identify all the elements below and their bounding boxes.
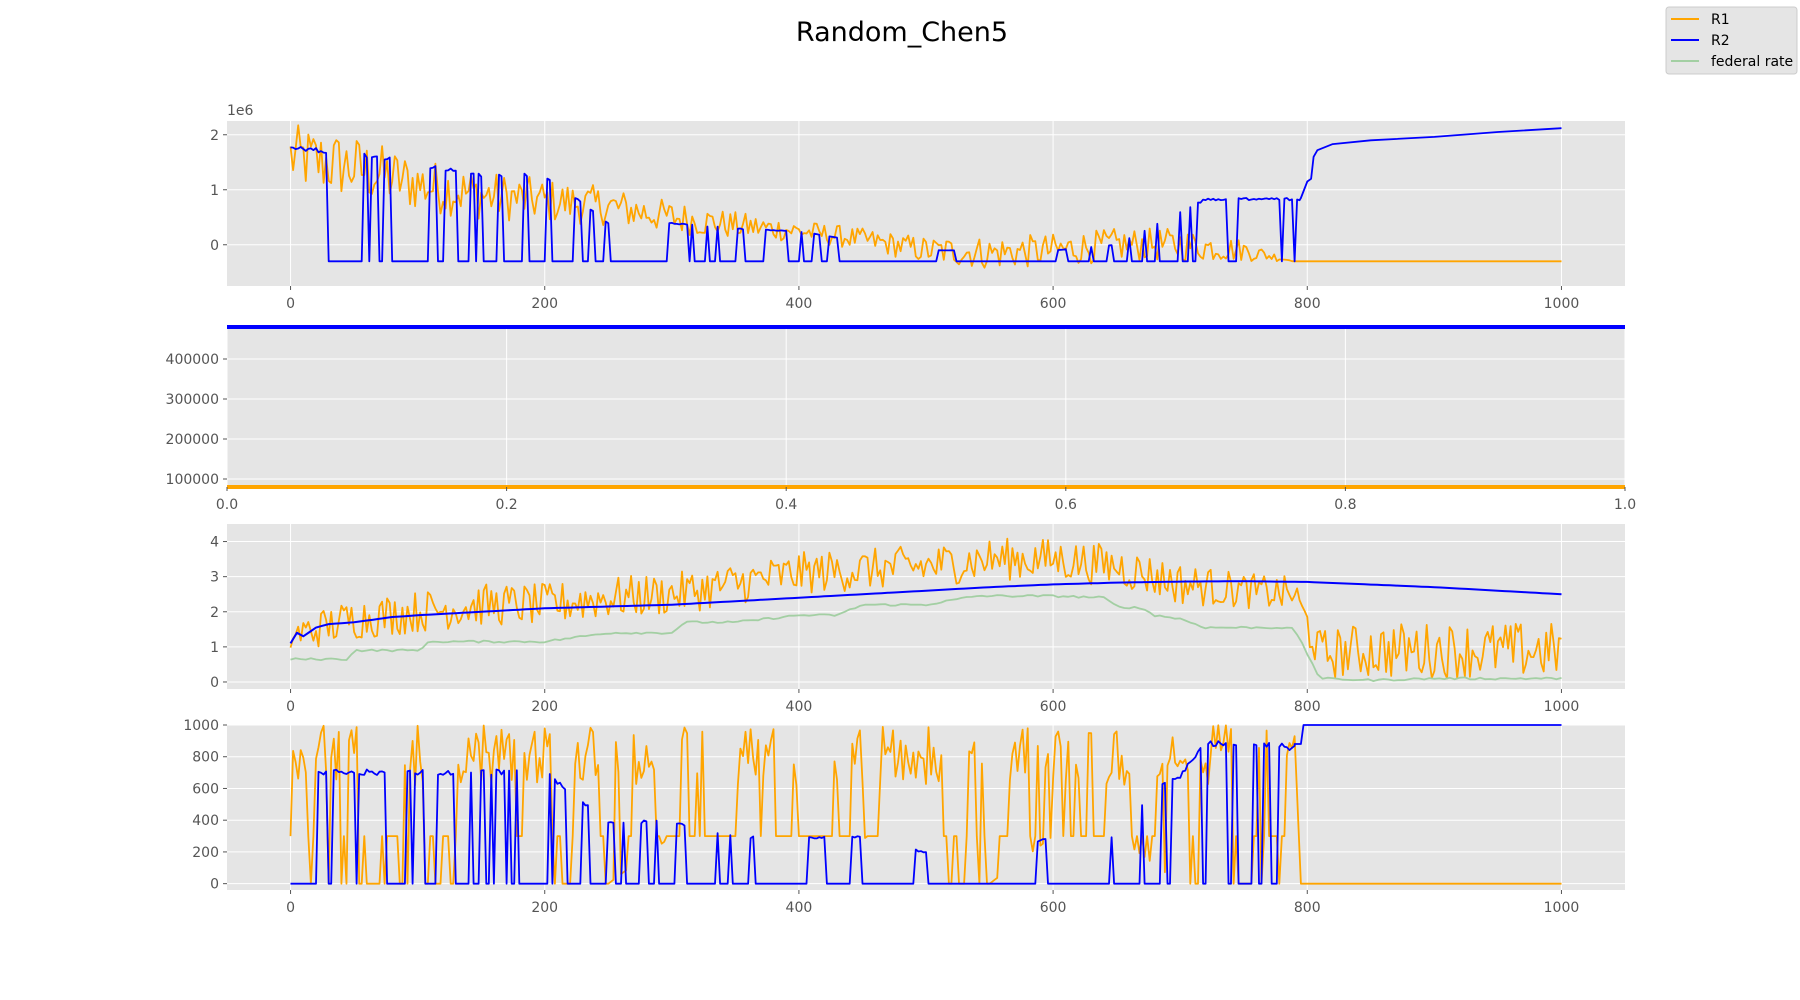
plot-area xyxy=(227,524,1625,689)
x-tick-label: 800 xyxy=(1294,296,1321,312)
figure-title: Random_Chen5 xyxy=(796,17,1008,48)
y-tick-label: 0 xyxy=(210,877,219,893)
y-tick-label: 400 xyxy=(192,813,219,829)
series-layer xyxy=(227,325,1625,489)
x-tick-label: 200 xyxy=(531,296,558,312)
y-tick-label: 2 xyxy=(210,128,219,144)
series-layer xyxy=(289,124,1562,269)
y-tick-label: 400000 xyxy=(166,352,219,368)
legend-label-r2: R2 xyxy=(1711,33,1730,49)
x-tick-label: 200 xyxy=(531,699,558,715)
series-line-r2 xyxy=(289,580,1562,644)
legend-label-r1: R1 xyxy=(1711,12,1730,28)
subplot-3: 0 200 400 600 800 1000 0 1 2 3 4 xyxy=(210,524,1625,715)
x-tick-label: 0 xyxy=(286,296,295,312)
y-tick-label: 1 xyxy=(210,640,219,656)
x-tick-label: 0 xyxy=(286,900,295,916)
x-tick-label: 1000 xyxy=(1544,699,1580,715)
x-tick-label: 400 xyxy=(786,296,813,312)
x-tick-label: 800 xyxy=(1294,699,1321,715)
y-tick-label: 1 xyxy=(210,183,219,199)
y-offset-text: 1e6 xyxy=(227,103,254,119)
x-tick-label: 0.2 xyxy=(495,497,517,513)
subplot-4: 0 200 400 600 800 1000 0 200 400 600 800 1000 xyxy=(183,718,1625,916)
series-layer xyxy=(289,537,1562,682)
legend: R1 R2 federal rate xyxy=(1665,6,1798,75)
subplot-1: 0 200 400 600 800 1000 0 1 2 1e6 xyxy=(210,103,1625,312)
x-tick-label: 400 xyxy=(786,699,813,715)
legend-box xyxy=(1665,6,1798,75)
y-tick-label: 300000 xyxy=(166,392,219,408)
y-tick-label: 0 xyxy=(210,675,219,691)
y-tick-label: 3 xyxy=(210,570,219,586)
y-tick-label: 100000 xyxy=(166,472,219,488)
x-tick-label: 1000 xyxy=(1544,296,1580,312)
y-tick-label: 200 xyxy=(192,845,219,861)
y-tick-label: 600 xyxy=(192,781,219,797)
x-tick-label: 600 xyxy=(1040,699,1067,715)
series-layer xyxy=(289,724,1562,885)
x-tick-label: 600 xyxy=(1040,296,1067,312)
x-tick-label: 0.6 xyxy=(1055,497,1077,513)
y-tick-label: 2 xyxy=(210,605,219,621)
x-tick-label: 0.0 xyxy=(216,497,238,513)
x-tick-label: 0.4 xyxy=(775,497,797,513)
x-tick-label: 0.8 xyxy=(1334,497,1356,513)
y-tick-label: 800 xyxy=(192,750,219,766)
x-tick-label: 1000 xyxy=(1544,900,1580,916)
y-tick-label: 4 xyxy=(210,535,219,551)
x-tick-label: 800 xyxy=(1294,900,1321,916)
series-line-r2 xyxy=(290,127,1562,263)
series-line-federal-rate xyxy=(290,594,1562,682)
y-tick-label: 0 xyxy=(210,238,219,254)
plot-area xyxy=(227,327,1625,487)
subplot-2: 0.0 0.2 0.4 0.6 0.8 1.0 100000 200000 300000 4000… xyxy=(166,325,1636,513)
y-tick-label: 1000 xyxy=(183,718,219,734)
x-tick-label: 200 xyxy=(531,900,558,916)
series-line-r1 xyxy=(289,537,1562,680)
x-tick-label: 1.0 xyxy=(1614,497,1636,513)
series-line-r1 xyxy=(289,724,1562,885)
x-tick-label: 600 xyxy=(1040,900,1067,916)
y-tick-label: 200000 xyxy=(166,432,219,448)
legend-label-federal-rate: federal rate xyxy=(1711,54,1793,70)
x-tick-label: 0 xyxy=(286,699,295,715)
x-tick-label: 400 xyxy=(786,900,813,916)
series-line-r2 xyxy=(290,724,1562,885)
